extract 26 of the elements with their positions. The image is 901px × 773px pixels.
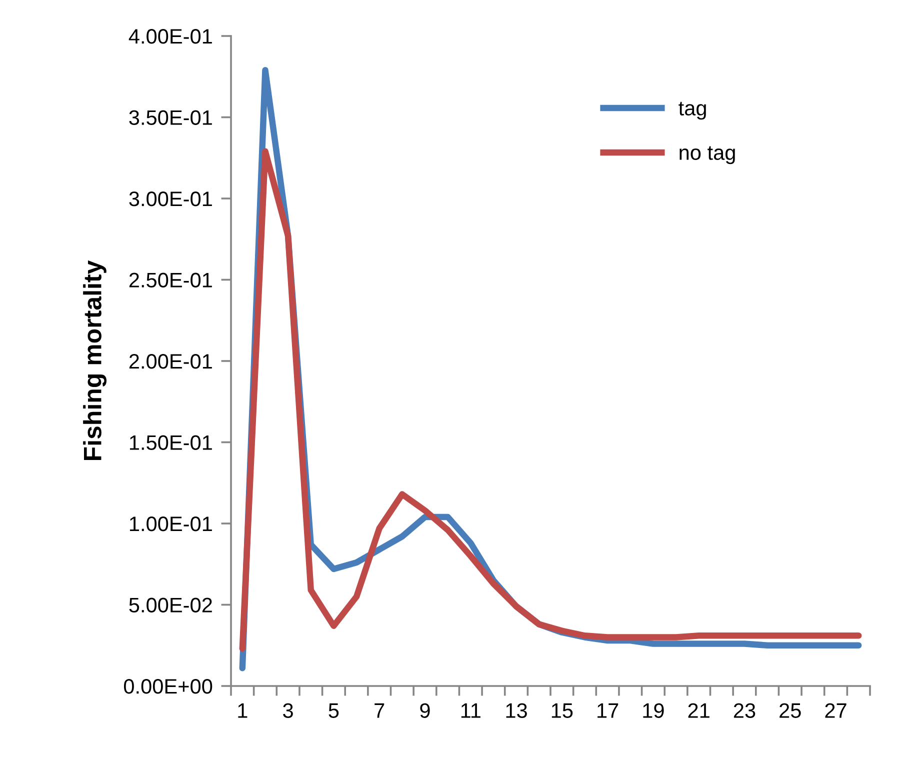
x-tick-label: 17 — [598, 703, 618, 718]
x-tick-label: 9 — [420, 703, 430, 718]
y-tick-label: 5.00E-02 — [129, 598, 212, 613]
legend-label: no tag — [680, 146, 735, 164]
x-tick-label: 7 — [374, 703, 384, 718]
y-tick-label: 3.00E-01 — [129, 192, 212, 206]
y-tick-label: 2.50E-01 — [129, 272, 212, 288]
y-axis-title: Fishing mortality — [83, 260, 106, 460]
x-tick-label: 1 — [238, 703, 248, 718]
x-tick-label: 19 — [643, 703, 664, 718]
y-tick-label: 3.50E-01 — [129, 110, 212, 126]
y-tick-label: 2.00E-01 — [129, 354, 212, 369]
y-tick-label: 4.00E-01 — [128, 29, 212, 44]
x-tick-label: 25 — [780, 703, 801, 718]
y-tick-label: 0.00E+00 — [124, 679, 212, 694]
x-tick-label: 13 — [506, 703, 527, 718]
x-tick-label: 21 — [688, 703, 710, 718]
x-tick-label: 15 — [552, 703, 573, 718]
x-tick-label: 5 — [328, 703, 339, 718]
legend-label: tag — [678, 102, 706, 120]
x-tick-label: 3 — [283, 703, 293, 718]
x-tick-label: 27 — [825, 703, 846, 718]
x-tick-label: 11 — [461, 703, 480, 718]
x-tick-label: 23 — [734, 703, 756, 718]
y-tick-label: 1.00E-01 — [130, 516, 212, 532]
y-tick-label: 1.50E-01 — [130, 435, 212, 450]
